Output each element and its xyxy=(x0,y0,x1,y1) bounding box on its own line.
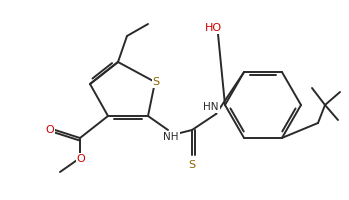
Text: NH: NH xyxy=(163,132,179,142)
Text: S: S xyxy=(188,160,195,170)
Text: O: O xyxy=(46,125,54,135)
Text: HN: HN xyxy=(203,102,219,112)
Text: S: S xyxy=(153,77,159,87)
Text: O: O xyxy=(77,154,86,164)
Text: HO: HO xyxy=(205,23,222,33)
